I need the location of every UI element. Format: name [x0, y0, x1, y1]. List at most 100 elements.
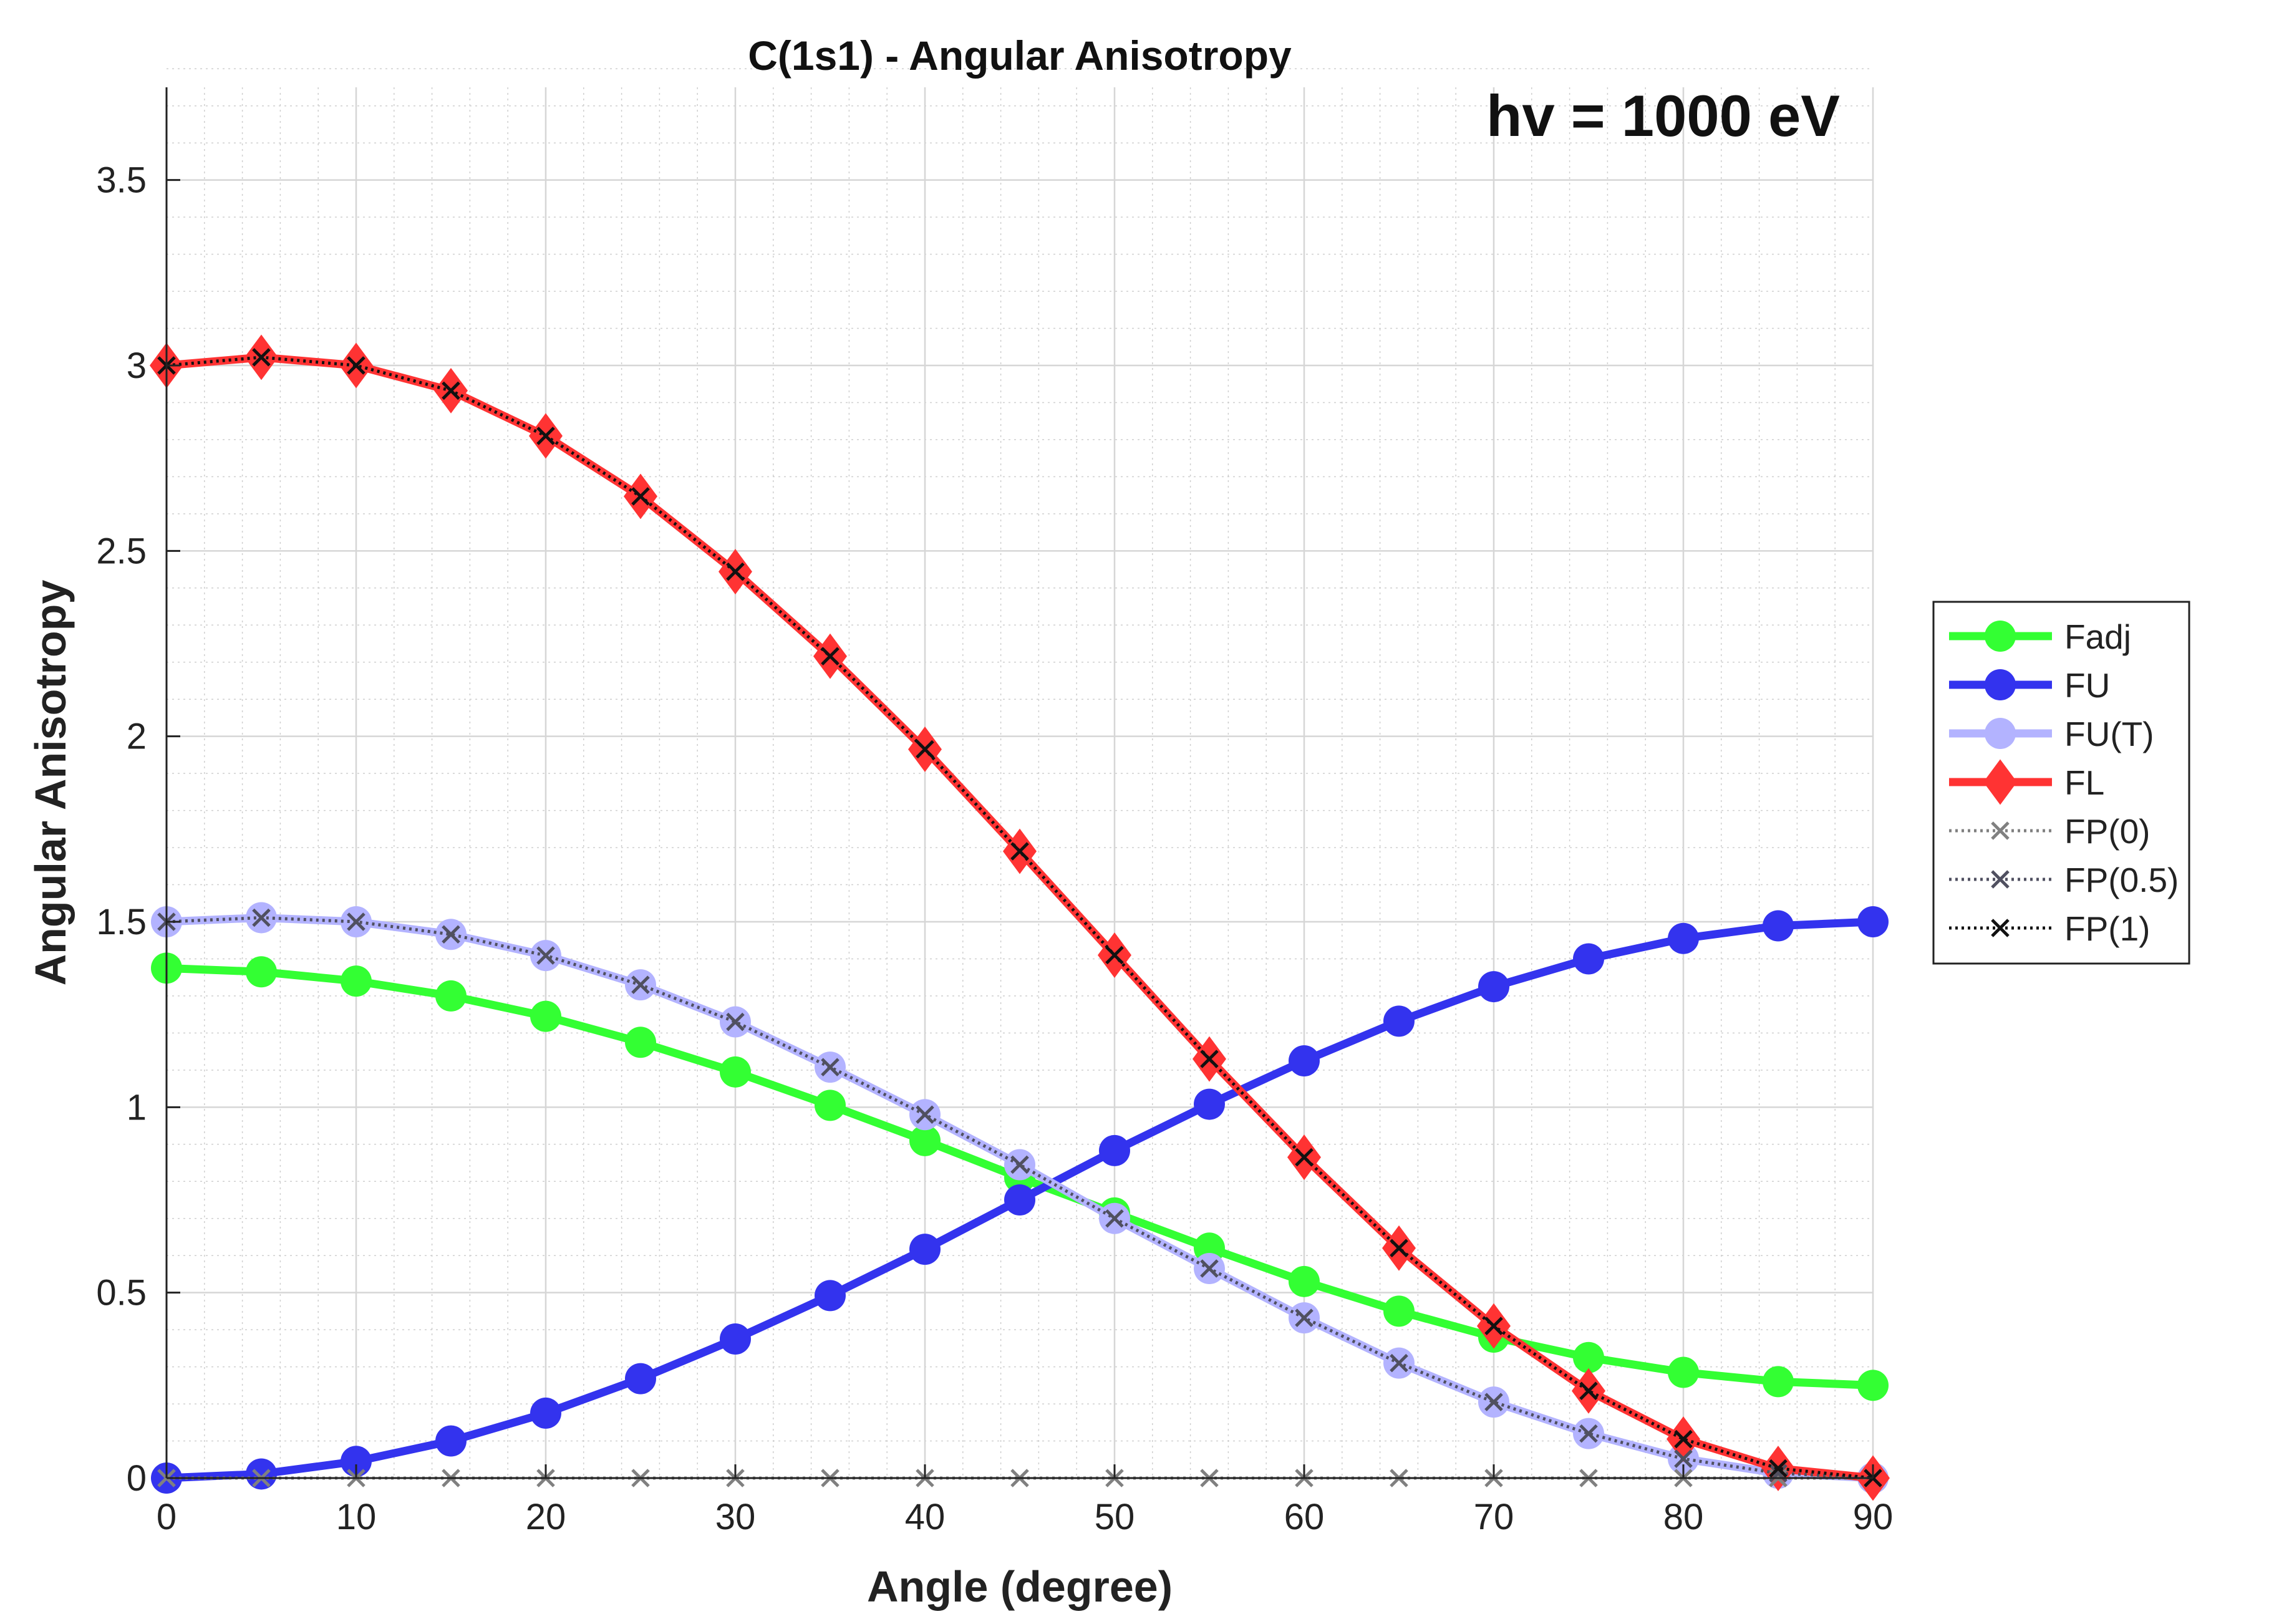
y-tick-label: 1.5 — [96, 902, 147, 942]
legend-entry: FU(T) — [1949, 715, 2154, 753]
x-tick-label: 80 — [1663, 1497, 1704, 1537]
data-point — [916, 1105, 934, 1124]
legend-label: FP(1) — [2064, 909, 2151, 948]
data-point — [530, 1000, 561, 1032]
data-point — [1579, 1381, 1598, 1401]
legend-label: FL — [2064, 763, 2104, 802]
x-axis-label: Angle (degree) — [867, 1562, 1173, 1611]
data-point — [1674, 1449, 1693, 1468]
data-point — [1484, 1317, 1503, 1335]
data-point — [347, 356, 365, 375]
data-point — [625, 1363, 656, 1394]
data-point — [1010, 1155, 1029, 1174]
y-tick-label: 1 — [127, 1087, 147, 1128]
y-tick-label: 3.5 — [96, 160, 147, 201]
data-point — [720, 1056, 751, 1088]
x-tick-label: 90 — [1853, 1497, 1894, 1537]
legend-marker — [1985, 718, 2016, 749]
data-point — [1579, 1424, 1598, 1443]
data-point — [246, 1458, 277, 1490]
legend-marker — [1985, 621, 2016, 652]
x-tick-label: 70 — [1474, 1497, 1514, 1537]
legend: Fadj FU FU(T) FL FP(0) FP(0.5) FP(1) — [1932, 601, 2190, 965]
data-point — [1289, 1265, 1320, 1297]
data-point — [1383, 1295, 1415, 1327]
energy-annotation: hv = 1000 eV — [1486, 83, 1840, 148]
data-point — [1194, 1088, 1225, 1120]
x-tick-label: 20 — [526, 1497, 566, 1537]
x-tick-label: 10 — [336, 1497, 377, 1537]
data-point — [1010, 842, 1029, 861]
data-point — [252, 348, 271, 367]
chart-title: C(1s1) - Angular Anisotropy — [748, 32, 1292, 79]
y-tick-label: 2 — [127, 717, 147, 757]
legend-label: FP(0.5) — [2064, 861, 2179, 899]
data-point — [1295, 1148, 1314, 1167]
x-tick-label: 50 — [1095, 1497, 1135, 1537]
data-point — [435, 980, 467, 1012]
data-point — [815, 1090, 846, 1121]
y-tick-label: 0 — [127, 1458, 147, 1499]
data-point — [815, 1280, 846, 1312]
data-point — [1105, 1209, 1124, 1228]
x-tick-label: 0 — [157, 1497, 177, 1537]
legend-entry: FL — [1949, 759, 2104, 805]
axes — [165, 87, 1874, 1479]
data-point — [1478, 971, 1509, 1003]
data-point — [821, 647, 839, 665]
data-point — [536, 427, 555, 445]
x-tick-label: 40 — [905, 1497, 946, 1537]
data-point — [536, 946, 555, 965]
legend-entry: FP(0.5) — [1949, 861, 2179, 899]
data-point — [726, 1012, 745, 1032]
data-point — [916, 740, 934, 759]
legend-entry: Fadj — [1949, 617, 2131, 656]
data-point — [821, 1058, 839, 1076]
data-point — [347, 912, 365, 931]
data-point — [1763, 1366, 1794, 1398]
legend-marker — [1985, 669, 2016, 700]
legend-marker — [1991, 919, 2010, 937]
legend-label: FP(0) — [2064, 812, 2151, 851]
data-point — [1200, 1259, 1219, 1278]
data-point — [341, 1446, 372, 1477]
legend-entry: FP(0) — [1949, 812, 2151, 851]
legend-marker — [1991, 870, 2010, 889]
plot-area — [167, 87, 1873, 1478]
data-point — [1383, 1005, 1415, 1037]
data-point — [1390, 1353, 1408, 1373]
data-point — [1105, 945, 1124, 965]
data-point — [720, 1323, 751, 1355]
data-point — [1573, 943, 1604, 975]
data-point — [1668, 922, 1699, 954]
data-point — [1857, 906, 1889, 937]
x-tick-label: 30 — [715, 1497, 756, 1537]
legend-label: FU(T) — [2064, 715, 2154, 753]
data-point — [530, 1397, 561, 1429]
data-point — [1573, 1341, 1604, 1373]
legend-entry: FU — [1949, 666, 2110, 705]
data-point — [442, 381, 460, 400]
data-point — [909, 1124, 941, 1156]
data-point — [1004, 1184, 1035, 1216]
data-point — [726, 562, 745, 581]
data-point — [631, 487, 650, 506]
data-point — [1674, 1429, 1693, 1449]
legend-label: FU — [2064, 666, 2110, 705]
data-point — [1099, 1134, 1130, 1166]
data-point — [1769, 1459, 1788, 1478]
legend-entry: FP(1) — [1949, 909, 2151, 948]
legend-box — [1932, 601, 2190, 965]
legend-marker — [1983, 759, 2017, 805]
x-tick-label: 60 — [1284, 1497, 1325, 1537]
data-point — [341, 965, 372, 997]
data-point — [1200, 1050, 1219, 1068]
y-tick-label: 2.5 — [96, 531, 147, 571]
data-point — [442, 925, 460, 944]
data-point — [1390, 1239, 1408, 1258]
data-point — [631, 975, 650, 994]
y-axis-label: Angular Anisotropy — [26, 580, 75, 986]
data-point — [252, 908, 271, 927]
legend-marker — [1991, 821, 2010, 840]
data-point — [1289, 1045, 1320, 1076]
